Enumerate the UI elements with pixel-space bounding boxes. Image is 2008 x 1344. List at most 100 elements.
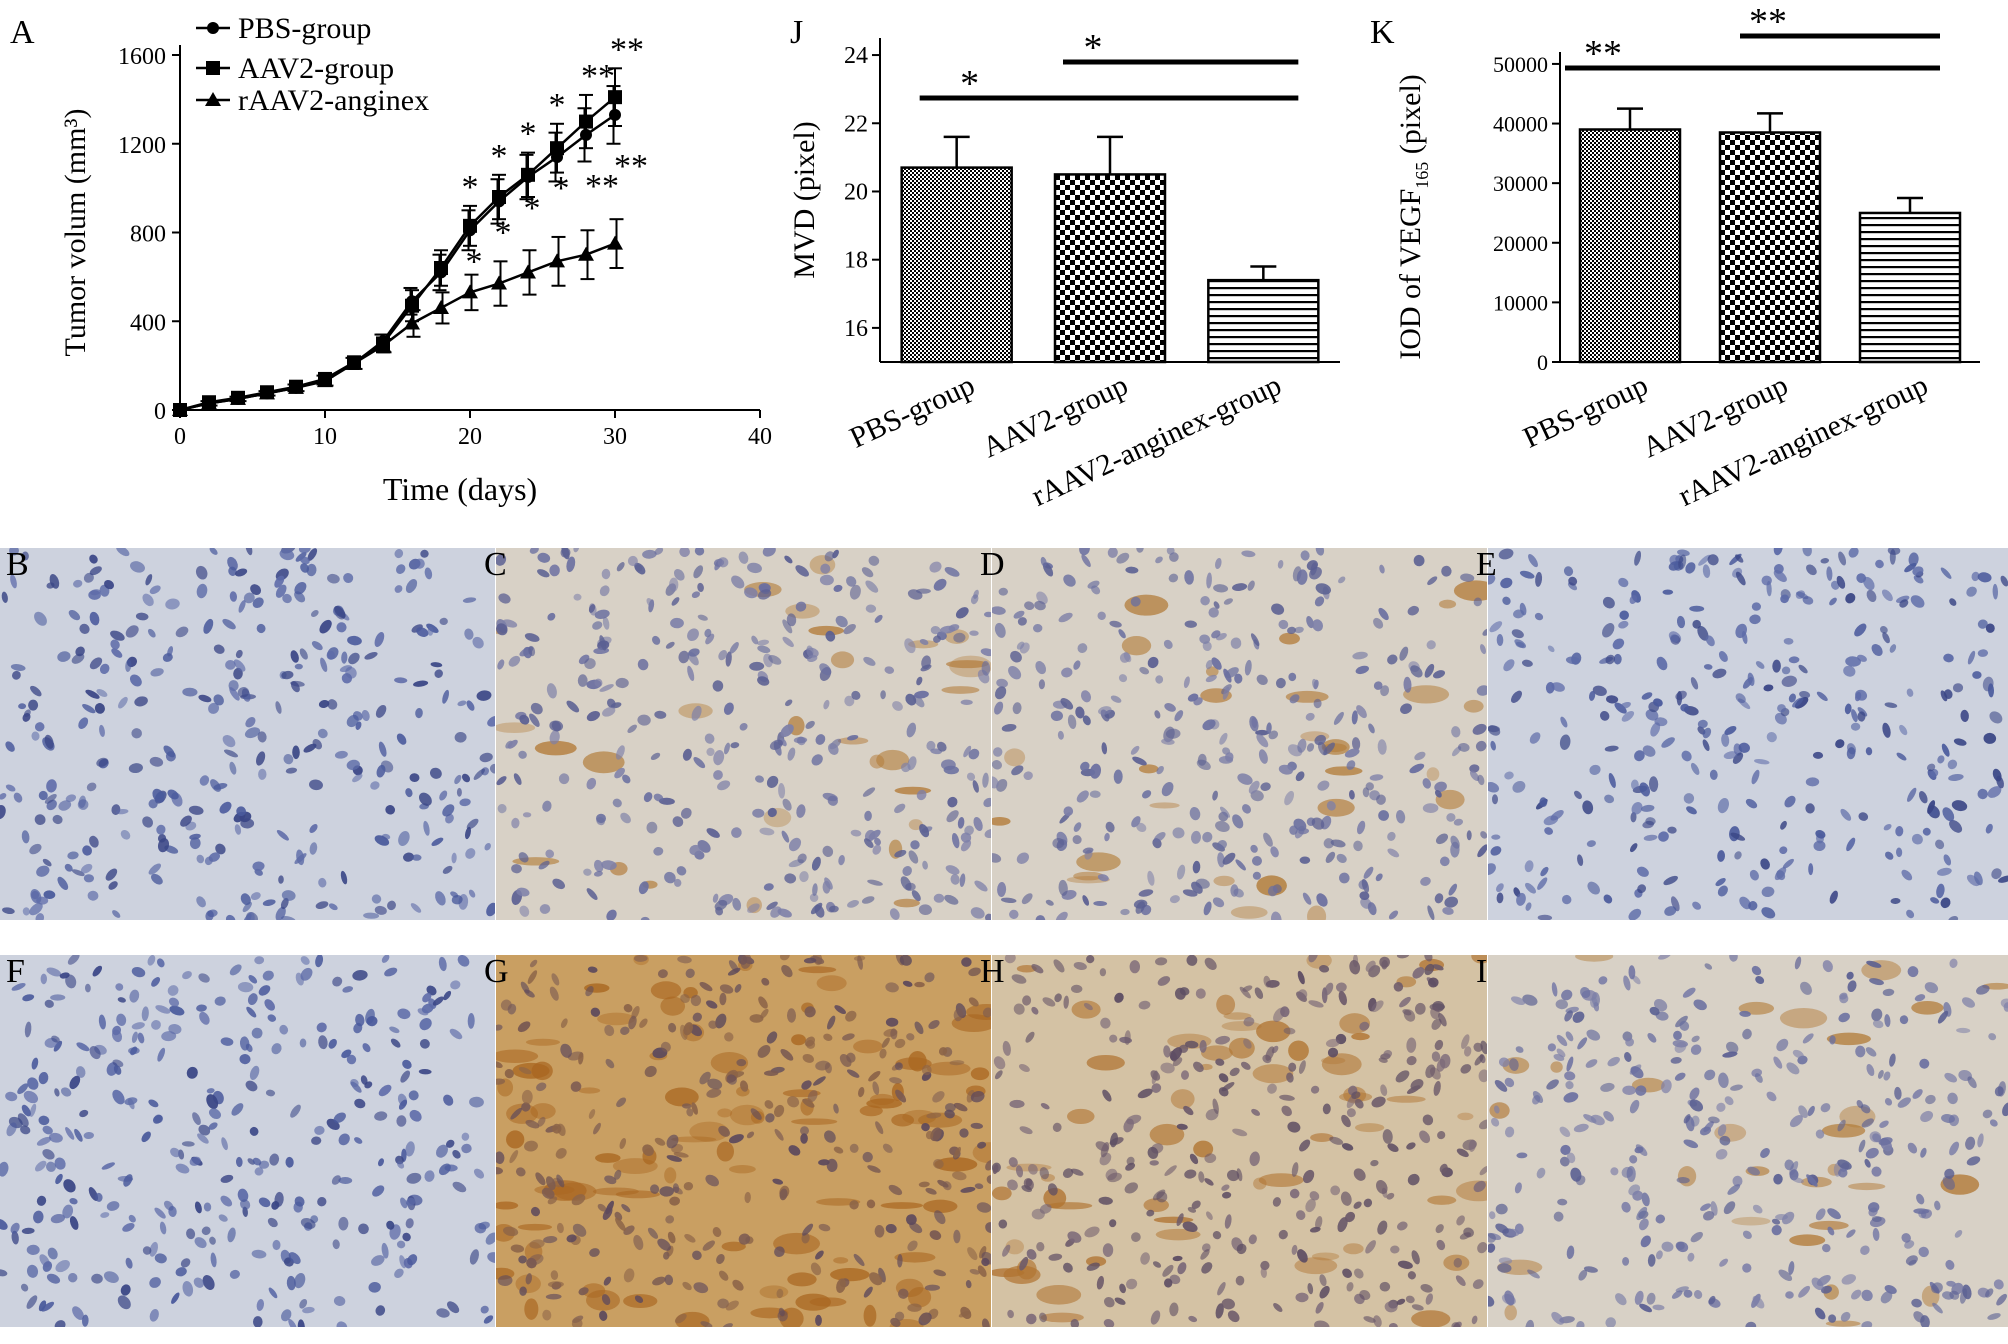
cell-nucleus	[466, 818, 479, 830]
cell-nucleus	[1906, 909, 1915, 919]
cell-nucleus	[298, 548, 311, 554]
cell-nucleus	[1908, 552, 1919, 567]
cell-nucleus	[1676, 1176, 1690, 1184]
cell-nucleus	[529, 713, 540, 727]
cell-nucleus	[1822, 1243, 1831, 1253]
cell-nucleus	[220, 1174, 234, 1183]
cell-nucleus	[252, 1316, 263, 1327]
cell-nucleus	[487, 1252, 495, 1264]
cell-nucleus	[1680, 703, 1690, 712]
cell-nucleus	[1813, 840, 1826, 852]
cell-nucleus	[583, 868, 592, 876]
cell-nucleus	[130, 561, 145, 573]
cell-nucleus	[1100, 1017, 1111, 1029]
significance-star: **	[1749, 1, 1787, 43]
cell-nucleus	[795, 601, 807, 612]
cell-nucleus	[26, 1244, 40, 1256]
cell-nucleus	[890, 1317, 901, 1327]
cell-nucleus	[571, 1318, 583, 1327]
cell-nucleus	[1367, 902, 1377, 916]
cell-nucleus	[894, 1311, 905, 1321]
cell-nucleus	[300, 967, 313, 981]
cell-nucleus	[1730, 1084, 1743, 1091]
cell-nucleus	[906, 722, 917, 738]
cell-nucleus	[602, 616, 610, 630]
cell-nucleus	[252, 1157, 262, 1166]
cell-nucleus	[31, 731, 40, 741]
cell-nucleus	[932, 1091, 945, 1103]
cell-nucleus	[921, 1064, 932, 1076]
cell-nucleus	[599, 1310, 608, 1321]
cell-nucleus	[1241, 550, 1256, 558]
cell-nucleus	[414, 558, 425, 569]
cell-nucleus	[1871, 1008, 1883, 1022]
cell-nucleus	[1786, 1062, 1800, 1075]
cell-nucleus	[1942, 807, 1955, 822]
cell-nucleus	[680, 807, 692, 819]
cell-nucleus	[777, 908, 792, 918]
cell-nucleus	[195, 565, 208, 580]
cell-nucleus	[1583, 1114, 1597, 1123]
cell-nucleus	[1496, 892, 1504, 904]
cell-nucleus	[660, 1041, 671, 1052]
cell-nucleus	[157, 834, 167, 843]
stain-patch	[1550, 1061, 1563, 1073]
cell-nucleus	[670, 617, 684, 629]
cell-nucleus	[1305, 1198, 1316, 1213]
cell-nucleus	[530, 702, 543, 715]
cell-nucleus	[1315, 1216, 1323, 1230]
cell-nucleus	[300, 956, 310, 965]
cell-nucleus	[1962, 997, 1975, 1008]
cell-nucleus	[1869, 978, 1884, 986]
cell-nucleus	[1889, 1053, 1896, 1067]
cell-nucleus	[573, 593, 582, 601]
cell-nucleus	[1230, 637, 1242, 649]
cell-nucleus	[258, 1197, 271, 1208]
cell-nucleus	[537, 552, 551, 563]
cell-nucleus	[1937, 867, 1952, 876]
cell-nucleus	[674, 1313, 687, 1324]
cell-nucleus	[218, 1214, 228, 1222]
cell-nucleus	[89, 554, 98, 564]
cell-nucleus	[924, 1284, 940, 1291]
cell-nucleus	[473, 768, 485, 780]
cell-nucleus	[778, 1307, 785, 1317]
cell-nucleus	[782, 619, 793, 634]
cell-nucleus	[1623, 975, 1631, 991]
cell-nucleus	[899, 955, 912, 966]
cell-nucleus	[1183, 1105, 1194, 1116]
square-marker	[206, 61, 220, 75]
cell-nucleus	[462, 597, 477, 603]
cell-nucleus	[1661, 737, 1675, 748]
cell-nucleus	[442, 804, 455, 817]
series-line	[179, 96, 616, 412]
cell-nucleus	[596, 813, 606, 824]
cell-nucleus	[738, 551, 749, 564]
cell-nucleus	[1773, 569, 1787, 583]
cell-nucleus	[1152, 1189, 1166, 1201]
cell-nucleus	[1025, 1178, 1033, 1187]
cell-nucleus	[1583, 1266, 1598, 1273]
cell-nucleus	[87, 890, 99, 901]
cell-nucleus	[925, 1130, 934, 1140]
cell-nucleus	[672, 1183, 680, 1194]
cell-nucleus	[1966, 1156, 1981, 1166]
cell-nucleus	[43, 890, 56, 900]
cell-nucleus	[525, 1273, 533, 1285]
cell-nucleus	[1149, 1160, 1159, 1166]
cell-nucleus	[1399, 996, 1411, 1008]
cell-nucleus	[100, 1212, 110, 1218]
y-tick-label: 20000	[1493, 231, 1548, 256]
stain-patch	[837, 737, 869, 745]
cell-nucleus	[1930, 769, 1939, 778]
cell-nucleus	[1397, 1260, 1413, 1269]
cell-nucleus	[1678, 554, 1687, 570]
cell-nucleus	[833, 584, 843, 592]
cell-nucleus	[1001, 723, 1017, 732]
cell-nucleus	[724, 1032, 734, 1042]
stain-patch	[1073, 871, 1104, 881]
cell-nucleus	[1884, 851, 1894, 860]
cell-nucleus	[85, 689, 100, 699]
cell-nucleus	[1123, 651, 1132, 663]
